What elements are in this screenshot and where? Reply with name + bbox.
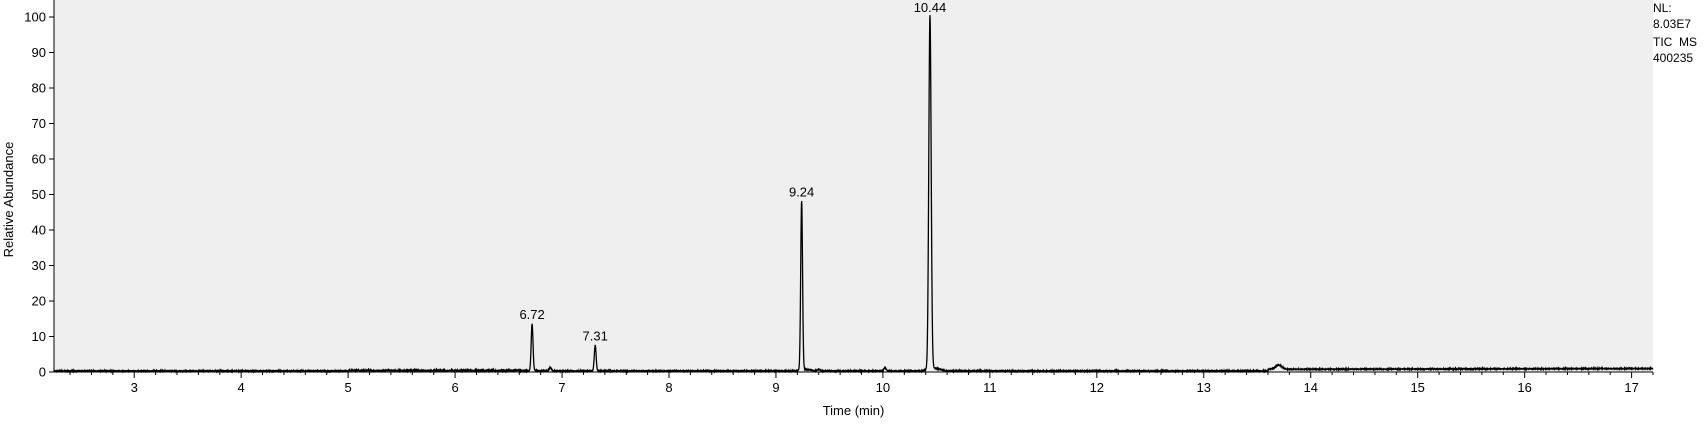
x-tick-label-6: 6	[451, 380, 458, 395]
peak-label-9.24: 9.24	[789, 185, 814, 200]
peak-label-10.44: 10.44	[914, 0, 947, 15]
x-tick-label-14: 14	[1304, 380, 1318, 395]
x-tick-label-13: 13	[1197, 380, 1211, 395]
x-tick-label-16: 16	[1517, 380, 1531, 395]
x-tick-label-15: 15	[1410, 380, 1424, 395]
x-tick-label-8: 8	[665, 380, 672, 395]
y-tick-label-0: 0	[39, 365, 46, 380]
x-tick-label-3: 3	[131, 380, 138, 395]
y-tick-label-50: 50	[32, 187, 46, 202]
y-tick-label-90: 90	[32, 45, 46, 60]
y-tick-label-60: 60	[32, 152, 46, 167]
y-tick-label-80: 80	[32, 81, 46, 96]
nl-value: 8.03E7	[1653, 17, 1692, 31]
x-axis-ticks: 3 4 5 6 7 8 9 10 11 12 13 14 15 16 17	[69, 372, 1654, 395]
plot-area	[54, 0, 1653, 372]
tic-trace	[53, 15, 1654, 374]
peak-label-6.72: 6.72	[519, 307, 544, 322]
peak-labels: 6.72 7.31 9.24 10.44	[519, 0, 946, 343]
x-tick-label-11: 11	[983, 380, 997, 395]
x-tick-label-17: 17	[1624, 380, 1638, 395]
x-tick-label-5: 5	[345, 380, 352, 395]
x-tick-label-10: 10	[876, 380, 890, 395]
y-tick-label-30: 30	[32, 258, 46, 273]
x-axis-title: Time (min)	[823, 403, 885, 418]
y-axis-ticks: 0 10 20 30 40 50 60 70 80 90 100	[24, 10, 54, 380]
x-tick-label-4: 4	[238, 380, 245, 395]
peak-label-7.31: 7.31	[583, 328, 608, 343]
y-tick-label-100: 100	[24, 10, 46, 25]
x-tick-label-9: 9	[772, 380, 779, 395]
nl-label: NL:	[1653, 1, 1672, 15]
y-tick-label-70: 70	[32, 116, 46, 131]
y-tick-label-40: 40	[32, 223, 46, 238]
x-tick-label-12: 12	[1090, 380, 1104, 395]
y-tick-label-20: 20	[32, 294, 46, 309]
scan-filter: TIC MS	[1653, 35, 1697, 49]
y-tick-label-10: 10	[32, 329, 46, 344]
y-axis-title: Relative Abundance	[1, 142, 16, 258]
sample-name: 400235	[1653, 51, 1694, 65]
x-tick-label-7: 7	[558, 380, 565, 395]
